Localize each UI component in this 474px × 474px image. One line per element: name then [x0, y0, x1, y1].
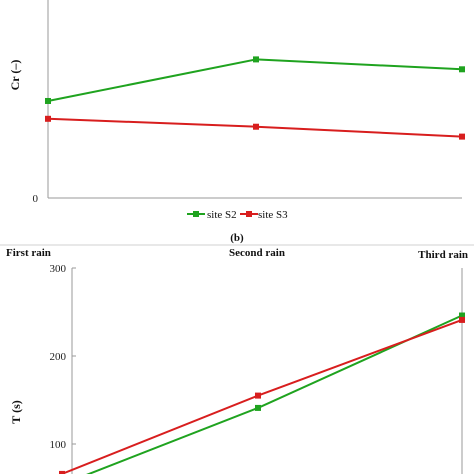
bottom-series-2-point-3: [459, 316, 465, 323]
chart-bottom: First rain Second rain Third rain 100 20…: [6, 247, 468, 474]
panel-label: (b): [230, 232, 244, 244]
top-y-tick-label: 0: [33, 193, 39, 205]
legend-site-s2-swatch-marker: [193, 211, 199, 217]
bottom-series-2-point-2: [255, 392, 261, 399]
category-label-second-rain: Second rain: [229, 247, 285, 259]
bottom-y-tick-300: 100: [50, 439, 67, 451]
legend-site-s3-swatch-marker: [246, 211, 252, 217]
bottom-series-2-point-1: [59, 470, 65, 474]
bottom-series-1-point-2: [255, 404, 261, 411]
bottom-y-tick-200: 200: [50, 351, 67, 363]
top-series-2-point-1: [45, 115, 51, 122]
top-series-1-point-3: [459, 66, 465, 73]
top-series-1-point-2: [253, 56, 259, 63]
legend-item-site-s2: site S2: [187, 209, 237, 221]
bottom-y-axis-title: T (s): [9, 400, 23, 423]
top-series-1-point-1: [45, 97, 51, 104]
category-label-first-rain: First rain: [6, 247, 51, 259]
legend-item-site-s3: site S3: [240, 209, 288, 221]
chart-top: Cr (–) 0 site S2 site S3 (b): [8, 0, 465, 244]
legend-site-s2-label: site S2: [207, 209, 237, 221]
bottom-series-line-2: [61, 318, 463, 474]
top-series-2-point-3: [459, 133, 465, 140]
bottom-series-group: [59, 267, 465, 474]
top-series-group: [45, 56, 465, 140]
bottom-y-tick-100: 300: [50, 263, 67, 275]
legend: site S2 site S3: [187, 209, 288, 221]
bottom-series-1-point-3: [459, 312, 465, 319]
top-series-2-point-2: [253, 123, 259, 130]
top-series-line-1: [47, 58, 463, 102]
category-label-third-rain: Third rain: [418, 249, 468, 261]
top-y-axis-title: Cr (–): [8, 60, 22, 91]
legend-site-s3-label: site S3: [258, 209, 288, 221]
